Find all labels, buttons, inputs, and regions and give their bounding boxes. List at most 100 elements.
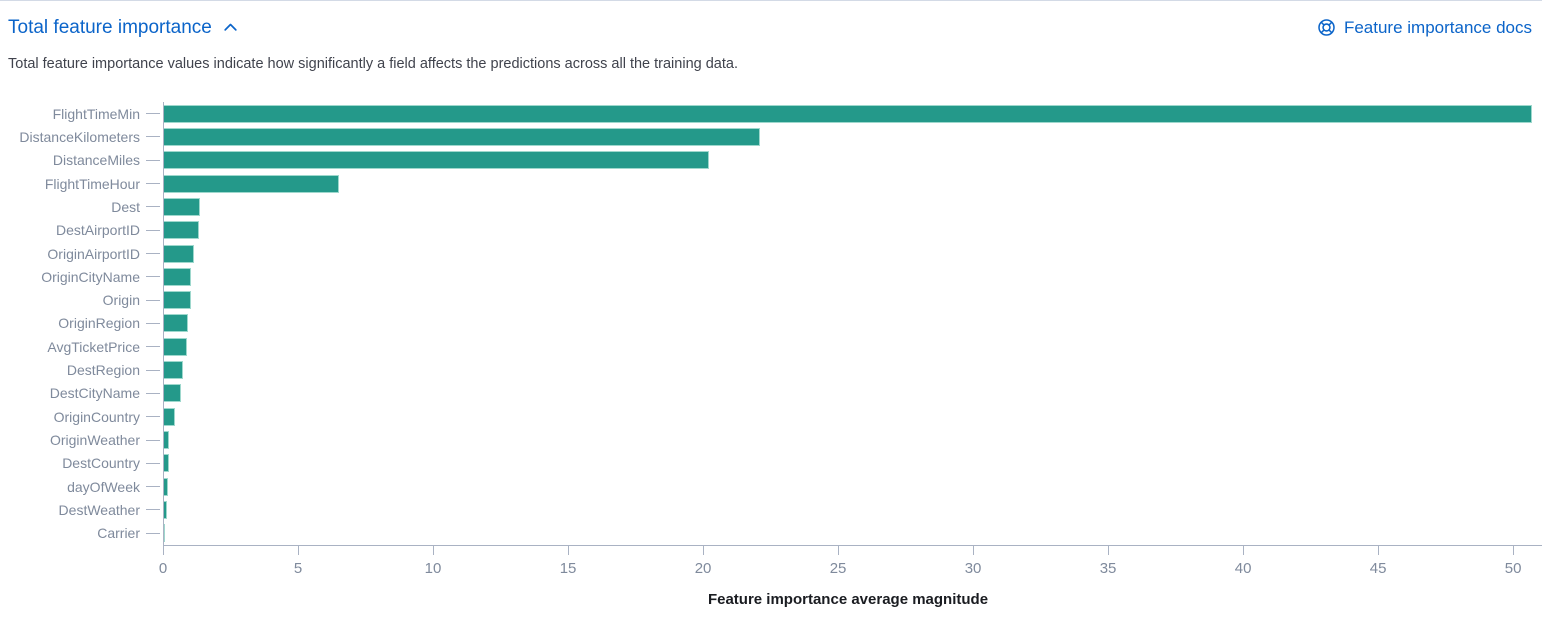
y-axis-tick [140,276,163,278]
y-axis-tick [140,206,163,208]
bar-track [163,358,1542,382]
chart-row: OriginCityName [0,265,1542,289]
y-axis-label: Carrier [97,525,140,542]
y-axis-label: DestRegion [66,362,140,379]
chart-row: OriginWeather [0,428,1542,452]
chart-row: DestCountry [0,451,1542,475]
bar-DestCityName [164,384,181,403]
docs-link-label: Feature importance docs [1343,17,1532,37]
bar-track [163,451,1542,475]
chart-row: OriginRegion [0,311,1542,336]
x-tick-label: 0 [158,560,168,577]
y-tick-dash [146,346,160,348]
y-axis-label: DestCountry [62,455,140,472]
y-tick-dash [146,299,160,301]
bar-track [163,428,1542,452]
y-tick-dash [146,276,160,278]
section-description: Total feature importance values indicate… [8,56,738,72]
y-tick-dash [146,322,160,324]
y-axis-tick [140,299,163,301]
chart-row: dayOfWeek [0,475,1542,499]
y-axis-tick [140,509,163,511]
y-tick-dash [146,509,160,511]
chart-row: OriginCountry [0,405,1542,429]
bar-FlightTimeHour [164,174,340,193]
y-axis-label: Dest [111,198,140,215]
x-tick-mark [1378,545,1380,555]
bar-track [163,475,1542,499]
bar-OriginAirportID [164,244,194,263]
y-axis-label: DestCityName [49,385,140,402]
total-feature-importance-toggle[interactable]: Total feature importance [8,14,239,41]
bar-track [163,195,1542,219]
y-tick-dash [146,159,160,161]
bar-track [163,288,1542,312]
bar-track [163,241,1542,266]
y-axis-label: DistanceMiles [52,152,140,169]
chart-row: DestAirportID [0,218,1542,242]
bar-track [163,218,1542,242]
bar-OriginWeather [164,431,170,450]
x-tick-label: 10 [424,560,442,577]
y-axis-label: DistanceKilometers [19,128,140,145]
bar-OriginRegion [164,314,189,333]
y-axis-label: OriginCountry [53,408,140,425]
y-tick-dash [146,253,160,255]
x-tick-mark [433,545,435,555]
y-tick-dash [146,439,160,441]
bar-track [163,171,1542,196]
chart-row: DestCityName [0,381,1542,406]
y-axis-tick [140,392,163,394]
x-tick-label: 20 [694,560,712,577]
y-axis-tick [140,322,163,324]
y-axis-label: OriginRegion [58,315,140,332]
y-axis-label: OriginWeather [49,432,140,449]
y-axis-tick [140,253,163,255]
y-axis-label: FlightTimeMin [52,105,140,122]
feature-importance-docs-link[interactable]: Feature importance docs [1317,16,1532,40]
x-tick-label: 35 [1099,560,1117,577]
y-axis-label: DestAirportID [55,222,140,239]
x-tick-label: 50 [1504,560,1522,577]
x-axis: 0 5 10 15 20 25 30 35 40 45 50 Feature importance … [159,545,1542,618]
x-tick-label: 5 [293,560,303,577]
y-tick-dash [146,369,160,371]
bar-Origin [164,291,191,310]
y-axis-tick [140,346,163,348]
bar-OriginCountry [164,407,176,426]
y-tick-dash [146,392,160,394]
bar-DistanceMiles [164,151,710,170]
bar-track [163,311,1542,336]
chart-row: Origin [0,288,1542,312]
x-tick-mark [1108,545,1110,555]
y-tick-dash [146,416,160,418]
bar-DestWeather [164,500,167,519]
x-tick-label: 15 [559,560,577,577]
chart-row: FlightTimeHour [0,171,1542,196]
y-axis-tick [140,369,163,371]
x-tick-mark [973,545,975,555]
bar-track [163,102,1542,126]
y-axis-label: OriginAirportID [47,245,140,262]
bar-track [163,335,1542,359]
bar-DestCountry [164,454,169,473]
bar-track [163,521,1542,545]
x-tick-mark [838,545,840,555]
bar-OriginCityName [164,267,191,286]
bar-rows: FlightTimeMin DistanceKilometers DistanceM… [0,102,1542,545]
y-axis-tick [140,159,163,161]
y-axis-label: OriginCityName [41,268,140,285]
section-title: Total feature importance [8,17,212,38]
y-axis-tick [140,183,163,185]
bar-track [163,498,1542,522]
y-tick-dash [146,183,160,185]
chart-row: Dest [0,195,1542,219]
y-tick-dash [146,229,160,231]
x-tick-label: 30 [964,560,982,577]
bar-Carrier [164,524,166,543]
x-tick-label: 40 [1234,560,1252,577]
bar-track [163,125,1542,149]
chart-row: AvgTicketPrice [0,335,1542,359]
panel-header: Total feature importance Feature importa… [0,1,1542,41]
